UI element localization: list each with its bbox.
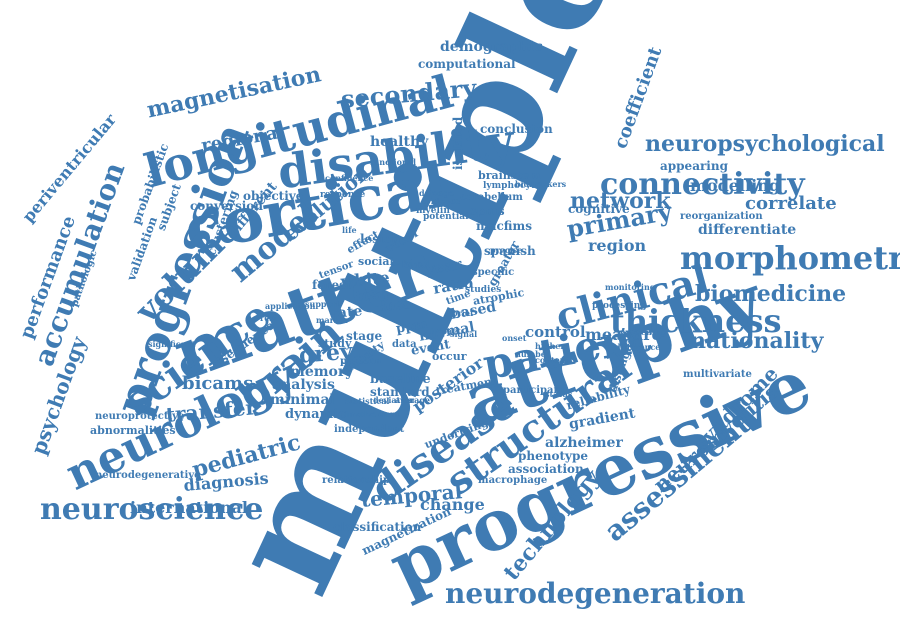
cloud-word-differentiate: differentiate [698,222,797,238]
cloud-word-reorganization: reorganization [680,211,763,222]
cloud-word-nationality: nationality [690,328,824,354]
cloud-word-control: control [525,323,586,341]
cloud-word-baseline: baseline [370,372,431,387]
cloud-word-minimal: minimal [270,392,335,408]
cloud-word-spms: spms [470,204,505,218]
cloud-word-neuropsychological: neuropsychological [645,131,885,157]
cloud-word-functional: functional [370,157,417,167]
cloud-word-forest: forest [312,278,352,292]
cloud-word-lesion: lesion [360,232,401,246]
cloud-word-modelling: modelling [690,176,781,195]
cloud-word-cerebellum: cerebellum [460,192,523,203]
cloud-word-data: data [392,339,417,350]
cloud-word-international: international [130,498,248,517]
cloud-word-damage: damage [419,188,455,198]
cloud-word-objective: objective [243,189,304,203]
cloud-word-deviation: deviation [373,395,415,405]
cloud-word-neuroscience: neuroscience [40,492,264,527]
cloud-word-spanish: spanish [484,244,536,258]
cloud-word-signal: signal [450,329,478,339]
cloud-word-stage: stage [346,329,383,343]
cloud-word-correlate: correlate [745,193,837,214]
cloud-word-demographic: demographic [440,39,543,55]
cloud-word-measure: measure [585,325,662,344]
cloud-word-life: life [342,225,357,235]
cloud-word-impact: impact [430,326,461,336]
cloud-word-processing: processing [592,301,647,311]
cloud-word-alzheimer: alzheimer [545,435,623,451]
cloud-word-thickness: thickness [610,302,782,340]
cloud-word-significant: significant [148,339,196,349]
cloud-word-onset: onset [502,333,527,343]
cloud-word-band: band [402,260,430,271]
cloud-word-neuroprotective: neuroprotective [95,411,185,422]
cloud-word-biomarkers: biomarkers [515,179,567,189]
cloud-word-association: association [508,462,584,476]
cloud-word-lymphocyte: lymphocyte [483,181,541,191]
cloud-word-myelin: myelin [416,206,450,216]
cloud-word-monitoring: monitoring [605,282,656,292]
cloud-word-dynamic: dynamic [285,407,347,422]
cloud-word-average: average [395,395,431,405]
cloud-word-multivariate: multivariate [683,369,752,380]
cloud-word-specific: specific [472,267,515,278]
cloud-word-number: number [515,349,550,359]
cloud-word-analysis: analysis [272,377,335,393]
cloud-word-phenotype: phenotype [518,449,589,463]
cloud-word-healthy: healthy [370,134,429,150]
cloud-word-loss: loss [379,296,412,315]
cloud-word-relationship: relationship [322,475,390,486]
cloud-word-content: content [535,355,570,365]
cloud-word-statistical: statistical [345,396,390,406]
cloud-word-connectivity: connectivity [600,167,805,202]
cloud-word-difference: difference [615,342,661,352]
cloud-word-morphometry: morphometry [680,239,900,277]
cloud-word-computational: computational [418,57,516,71]
cloud-word-application: application [265,301,316,311]
cloud-word-response: response [320,190,366,200]
cloud-word-involvement: involvement [345,409,400,419]
cloud-word-change: change [420,495,485,514]
cloud-word-neurodegeneration: neurodegeneration [445,577,746,610]
cloud-word-confidence: confidence [325,173,374,183]
cloud-word-conclusion: conclusion [480,122,553,136]
cloud-word-isolated: isolated [451,116,465,170]
cloud-word-appearing: appearing [660,159,728,173]
cloud-word-higher: higher [535,341,565,351]
cloud-word-social: social [358,255,394,268]
cloud-word-occur: occur [432,350,467,363]
cloud-word-pattern: pattern [340,356,382,367]
cloud-word-participant: participant [503,385,566,396]
cloud-word-abnormalities: abnormalities [90,424,176,437]
cloud-word-worsening: worsening [620,327,667,337]
cloud-word-rest: rest [260,313,278,323]
cloud-word-precise: precise [490,245,523,255]
cloud-word-classification: classification [333,520,422,534]
cloud-word-bicams: bicams [182,373,254,394]
cloud-word-support: support [305,299,340,309]
cloud-word-brief: brief [452,308,474,318]
cloud-word-independent: independent [334,424,405,435]
cloud-word-region: region [588,236,647,255]
cloud-word-network: network [570,188,671,214]
cloud-word-studies: studies [465,285,502,295]
cloud-word-memory: memory [290,364,354,380]
cloud-word-evidence: evidence [421,196,461,206]
cloud-word-brainstem: brainstem [478,169,541,182]
cloud-word-standard: standard [370,385,430,399]
cloud-word-macfims: macfims [476,219,532,233]
cloud-word-marker: marker [316,315,349,325]
cloud-word-status: status [545,389,573,399]
cloud-word-biomedicine: biomedicine [695,281,847,307]
cloud-word-macrophage: macrophage [478,475,548,486]
cloud-word-neurodegenerative: neurodegenerative [95,470,201,481]
cloud-word-cognitive: cognitive [568,202,630,216]
cloud-word-potential: potential [423,212,469,222]
cloud-word-conversion: conversion [190,199,264,213]
cloud-word-study: study [318,337,352,350]
